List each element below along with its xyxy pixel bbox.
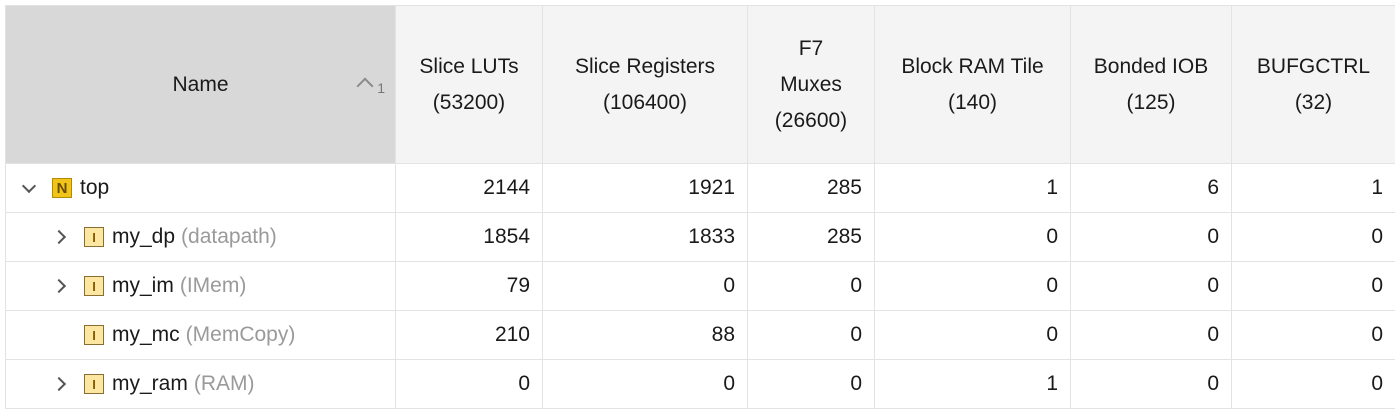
sort-ascending-icon xyxy=(356,77,374,95)
value-cell[interactable]: 0 xyxy=(542,261,748,311)
column-header-label: BUFGCTRL xyxy=(1256,54,1371,78)
instance-name: top xyxy=(80,176,110,199)
value-cell[interactable]: 0 xyxy=(395,359,543,409)
column-header-f7-muxes[interactable]: F7 Muxes (26600) xyxy=(747,5,875,164)
instance-name: my_im xyxy=(112,274,174,297)
name-cell[interactable]: I my_im (IMem) xyxy=(5,261,396,311)
table-row[interactable]: I my_mc (MemCopy) 210 88 0 0 0 0 xyxy=(5,310,1395,360)
column-header-capacity: (26600) xyxy=(774,108,848,132)
value-cell[interactable]: 285 xyxy=(747,163,875,213)
column-header-label: Block RAM Tile xyxy=(901,54,1044,78)
instance-name: my_mc xyxy=(112,323,180,346)
value-cell[interactable]: 285 xyxy=(747,212,875,262)
instance-icon: I xyxy=(84,227,104,247)
column-header-label: F7 xyxy=(798,36,824,60)
value-cell[interactable]: 0 xyxy=(1070,212,1232,262)
value-cell[interactable]: 0 xyxy=(874,310,1071,360)
instance-name: my_ram xyxy=(112,372,188,395)
column-header-bonded-iob[interactable]: Bonded IOB (125) xyxy=(1070,5,1232,164)
column-header-capacity: (106400) xyxy=(602,90,688,114)
value-cell[interactable]: 0 xyxy=(1231,212,1395,262)
column-header-capacity: (140) xyxy=(947,90,998,114)
chevron-right-icon[interactable] xyxy=(50,226,72,248)
value-cell[interactable]: 2144 xyxy=(395,163,543,213)
value-cell[interactable]: 1854 xyxy=(395,212,543,262)
value-cell[interactable]: 0 xyxy=(1231,261,1395,311)
name-cell[interactable]: N top xyxy=(5,163,396,213)
column-header-label: Name xyxy=(172,72,229,96)
column-header-label: Slice LUTs xyxy=(419,54,519,78)
value-cell[interactable]: 1 xyxy=(874,359,1071,409)
column-header-capacity: (53200) xyxy=(432,90,506,114)
value-cell[interactable]: 0 xyxy=(1070,310,1232,360)
column-header-bufgctrl[interactable]: BUFGCTRL (32) xyxy=(1231,5,1395,164)
column-header-capacity: (32) xyxy=(1294,90,1333,114)
column-header-label: Muxes xyxy=(780,72,842,96)
instance-icon: I xyxy=(84,325,104,345)
value-cell[interactable]: 0 xyxy=(1070,261,1232,311)
value-cell[interactable]: 0 xyxy=(1231,359,1395,409)
value-cell[interactable]: 0 xyxy=(747,310,875,360)
value-cell[interactable]: 6 xyxy=(1070,163,1232,213)
value-cell[interactable]: 1833 xyxy=(542,212,748,262)
value-cell[interactable]: 0 xyxy=(542,359,748,409)
sort-priority: 1 xyxy=(377,80,385,96)
chevron-down-icon[interactable] xyxy=(18,177,40,199)
column-header-name[interactable]: Name 1 xyxy=(5,5,396,164)
module-name: (MemCopy) xyxy=(185,323,296,346)
table-row[interactable]: I my_im (IMem) 79 0 0 0 0 0 xyxy=(5,261,1395,311)
column-header-block-ram-tile[interactable]: Block RAM Tile (140) xyxy=(874,5,1071,164)
column-header-slice-luts[interactable]: Slice LUTs (53200) xyxy=(395,5,543,164)
header-row: Name 1 Slice LUTs (53200) Slice Register… xyxy=(5,5,1395,164)
table-body: N top 2144 1921 285 1 6 1 I my_dp (datap… xyxy=(5,163,1395,409)
value-cell[interactable]: 1 xyxy=(1231,163,1395,213)
value-cell[interactable]: 1921 xyxy=(542,163,748,213)
expander-placeholder xyxy=(50,324,72,346)
table-row[interactable]: I my_dp (datapath) 1854 1833 285 0 0 0 xyxy=(5,212,1395,262)
value-cell[interactable]: 88 xyxy=(542,310,748,360)
value-cell[interactable]: 1 xyxy=(874,163,1071,213)
value-cell[interactable]: 210 xyxy=(395,310,543,360)
instance-icon: I xyxy=(84,374,104,394)
value-cell[interactable]: 0 xyxy=(874,212,1071,262)
table-header: Name 1 Slice LUTs (53200) Slice Register… xyxy=(5,5,1395,164)
column-header-label: Slice Registers xyxy=(574,54,716,78)
column-header-label: Bonded IOB xyxy=(1093,54,1209,78)
value-cell[interactable]: 0 xyxy=(1231,310,1395,360)
module-name: (datapath) xyxy=(181,225,277,248)
instance-icon: I xyxy=(84,276,104,296)
module-name: (RAM) xyxy=(193,372,255,395)
instance-name: my_dp xyxy=(112,225,176,248)
value-cell[interactable]: 79 xyxy=(395,261,543,311)
column-header-capacity: (125) xyxy=(1126,90,1176,114)
name-cell[interactable]: I my_ram (RAM) xyxy=(5,359,396,409)
chevron-right-icon[interactable] xyxy=(50,373,72,395)
utilization-table: Name 1 Slice LUTs (53200) Slice Register… xyxy=(5,5,1395,409)
name-cell[interactable]: I my_mc (MemCopy) xyxy=(5,310,396,360)
value-cell[interactable]: 0 xyxy=(747,261,875,311)
column-header-slice-registers[interactable]: Slice Registers (106400) xyxy=(542,5,748,164)
table-row[interactable]: I my_ram (RAM) 0 0 0 1 0 0 xyxy=(5,359,1395,409)
value-cell[interactable]: 0 xyxy=(874,261,1071,311)
value-cell[interactable]: 0 xyxy=(1070,359,1232,409)
module-name: (IMem) xyxy=(179,274,247,297)
table-row[interactable]: N top 2144 1921 285 1 6 1 xyxy=(5,163,1395,213)
name-cell[interactable]: I my_dp (datapath) xyxy=(5,212,396,262)
chevron-right-icon[interactable] xyxy=(50,275,72,297)
top-module-icon: N xyxy=(52,178,72,198)
sort-indicator: 1 xyxy=(356,72,385,106)
value-cell[interactable]: 0 xyxy=(747,359,875,409)
